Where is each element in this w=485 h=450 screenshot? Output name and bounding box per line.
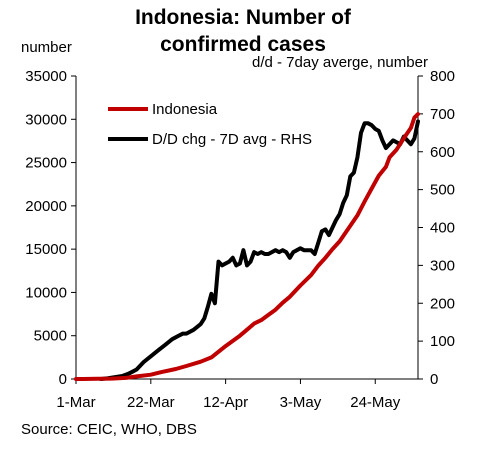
x-tick-label: 12-Apr <box>203 394 248 411</box>
x-tick-label: 3-May <box>280 394 322 411</box>
left-tick-label: 30000 <box>25 111 67 128</box>
series-line-dd-chg <box>98 119 420 381</box>
x-tick-label: 22-Mar <box>127 394 175 411</box>
left-tick-label: 20000 <box>25 198 67 215</box>
left-tick-label: 25000 <box>25 155 67 172</box>
right-tick-label: 700 <box>430 106 455 123</box>
right-tick-label: 400 <box>430 220 455 237</box>
left-tick-label: 5000 <box>34 328 67 345</box>
plot-area: 0 5000 10000 15000 20000 25000 30000 35000 0 100 2… <box>25 68 455 411</box>
chart-title-line-2: confirmed cases <box>160 33 326 56</box>
right-tick-label: 300 <box>430 257 455 274</box>
legend-label: D/D chg - 7D avg - RHS <box>152 131 312 148</box>
series-line-indonesia <box>74 112 420 381</box>
legend-label: Indonesia <box>152 101 218 118</box>
chart-title-line-1: Indonesia: Number of <box>135 6 352 29</box>
x-tick-label: 24-May <box>350 394 401 411</box>
right-tick-label: 600 <box>430 144 455 161</box>
left-tick-label: 15000 <box>25 241 67 258</box>
right-tick-label: 0 <box>430 371 438 388</box>
x-tick-label: 1-Mar <box>56 394 95 411</box>
source-note: Source: CEIC, WHO, DBS <box>21 421 197 438</box>
right-axis-label: d/d - 7day averge, number <box>252 54 428 71</box>
left-tick-label: 35000 <box>25 68 67 85</box>
left-axis-label: number <box>21 39 72 56</box>
left-tick-label: 0 <box>59 371 67 388</box>
left-tick-label: 10000 <box>25 284 67 301</box>
right-tick-label: 500 <box>430 182 455 199</box>
right-tick-label: 200 <box>430 295 455 312</box>
right-tick-label: 100 <box>430 333 455 350</box>
right-tick-label: 800 <box>430 68 455 85</box>
